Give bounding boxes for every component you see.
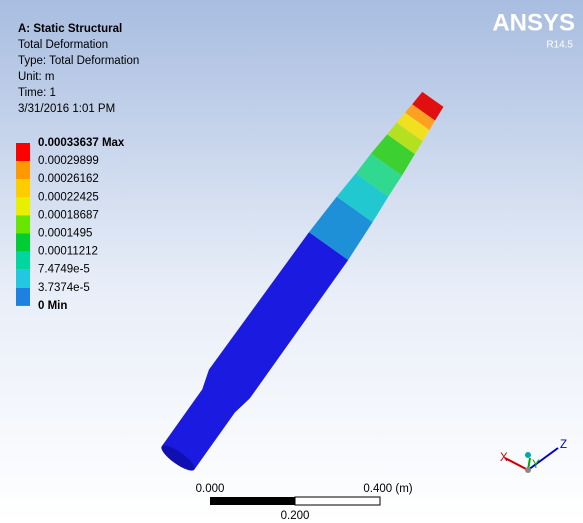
scene: A: Static Structural Total Deformation T… [0,0,583,523]
scale-bar-white [295,497,380,505]
header-line: Type: Total Deformation [18,55,139,67]
triad-label: X [500,452,508,464]
legend-label: 0.00033637 Max [38,137,125,149]
triad-ball [525,452,531,458]
legend-swatch [16,270,30,288]
triad-origin [525,467,531,473]
header-line: Total Deformation [18,39,108,51]
legend-swatch [16,252,30,270]
legend-swatch [16,215,30,233]
legend-label: 0 Min [38,300,67,312]
legend-swatch [16,234,30,252]
legend-label: 3.7374e-5 [38,282,90,294]
analysis-title: A: Static Structural [18,23,122,35]
legend-label: 0.0001495 [38,228,92,240]
legend-label: 0.00026162 [38,173,99,185]
beam [153,84,452,477]
legend-swatch [16,288,30,306]
triad-axis [505,458,528,470]
legend-swatch [16,197,30,215]
logo-version: R14.5 [546,40,573,51]
triad-label: Y [532,459,540,471]
legend-label: 0.00029899 [38,155,99,167]
legend-label: 0.00018687 [38,209,99,221]
triad: X Y Z [500,439,567,473]
beam-body [157,231,348,472]
legend: 0.00033637 Max 0.00029899 0.00026162 0.0002… [16,137,125,312]
legend-swatch [16,161,30,179]
legend-label: 7.4749e-5 [38,264,90,276]
logo: ANSYS [492,9,575,36]
scale-label: 0.200 [281,510,310,522]
header-line: Time: 1 [18,87,56,99]
legend-swatch [16,143,30,161]
scale-label: 0.000 [196,483,225,495]
scale-label: 0.400 (m) [363,483,412,495]
scale-bar-black [210,497,295,505]
triad-label: Z [560,439,567,451]
header-line: Unit: m [18,71,54,83]
legend-swatch [16,179,30,197]
legend-label: 0.00022425 [38,191,99,203]
header-line: 3/31/2016 1:01 PM [18,103,115,115]
legend-label: 0.00011212 [38,246,98,258]
viewport: A: Static Structural Total Deformation T… [0,0,583,523]
